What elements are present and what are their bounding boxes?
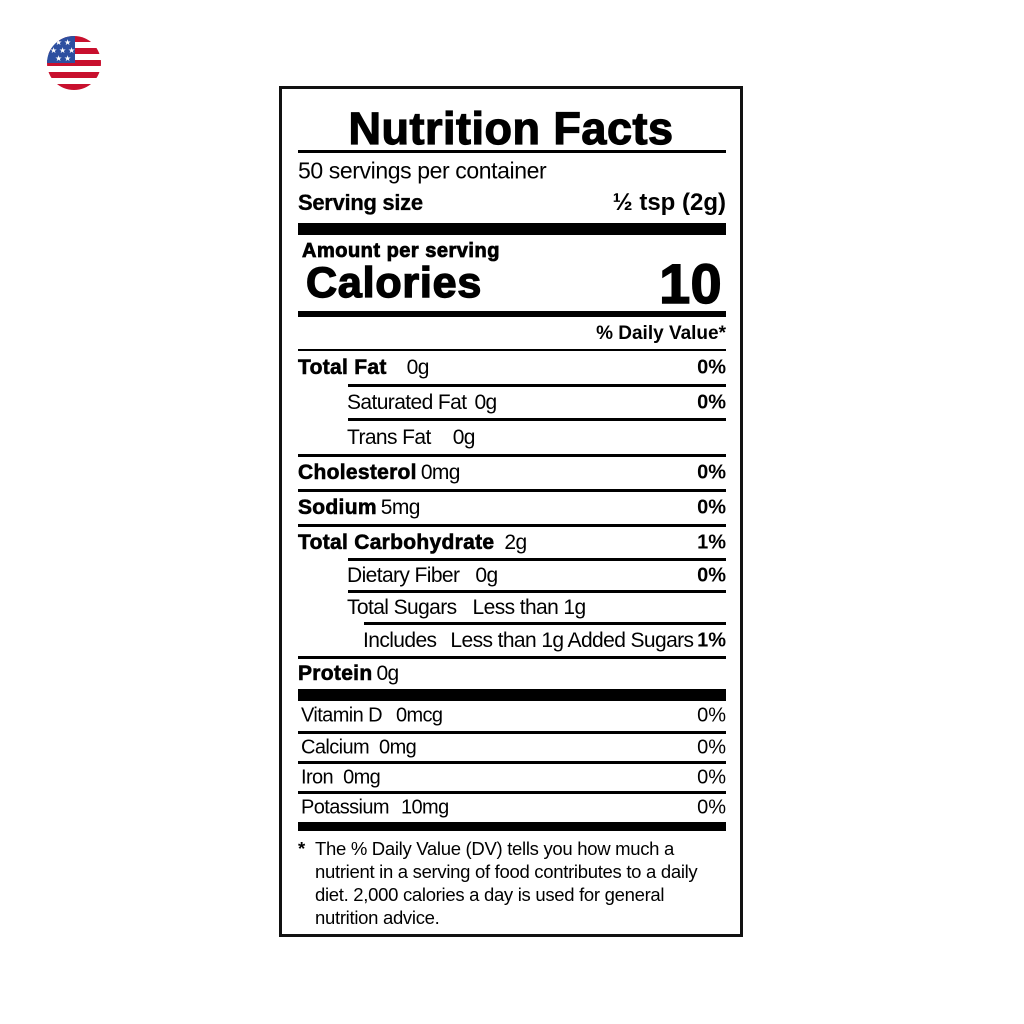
- divider: [298, 349, 726, 351]
- vitamin-dv: 0%: [697, 796, 726, 819]
- divider: [298, 150, 726, 153]
- divider: [298, 656, 726, 659]
- medium-divider: [298, 311, 726, 317]
- daily-value-header: % Daily Value*: [596, 323, 726, 344]
- servings-per-container: 50 servings per container: [298, 157, 547, 184]
- vitamin-row-vitamin-d: Vitamin D 0mcg 0%: [298, 701, 726, 731]
- divider: [364, 622, 726, 625]
- nutrient-row-total-fat: Total Fat 0g 0%: [298, 351, 726, 384]
- divider: [348, 418, 726, 421]
- divider: [348, 590, 726, 593]
- nutrient-dv: 0%: [697, 564, 726, 586]
- vitamin-dv: 0%: [697, 704, 726, 727]
- nutrient-name: Sodium: [298, 496, 377, 520]
- nutrient-name: Trans Fat: [347, 425, 431, 449]
- nutrient-amount: Less than 1g: [472, 595, 587, 619]
- nutrient-row-total-sugars: Total Sugars Less than 1g: [298, 593, 726, 622]
- divider: [298, 454, 726, 457]
- svg-text:★: ★: [64, 38, 71, 47]
- nutrient-row-sodium: Sodium 5mg 0%: [298, 492, 726, 524]
- vitamin-amount: 0mcg: [395, 704, 443, 727]
- nutrient-amount: 2g: [504, 530, 527, 554]
- serving-size-row: Serving size ½ tsp (2g): [298, 187, 726, 219]
- thick-divider: [298, 689, 726, 701]
- footnote-text: The % Daily Value (DV) tells you how muc…: [315, 838, 698, 928]
- vitamin-dv: 0%: [697, 736, 726, 758]
- svg-text:★: ★: [68, 46, 75, 55]
- nutrient-name: Protein: [298, 662, 373, 686]
- nutrient-name: Total Fat: [298, 355, 387, 379]
- nutrient-row-dietary-fiber: Dietary Fiber 0g 0%: [298, 561, 726, 590]
- nutrient-amount: 0mg: [420, 461, 461, 484]
- svg-text:★: ★: [59, 46, 66, 55]
- nutrient-amount: Less than 1g Added Sugars: [450, 628, 694, 652]
- svg-text:★: ★: [55, 38, 62, 47]
- divider: [298, 731, 726, 734]
- thick-divider: [298, 223, 726, 235]
- vitamin-name: Iron: [301, 766, 334, 788]
- nutrient-amount: 0g: [452, 425, 476, 449]
- nutrient-name: Total Carbohydrate: [298, 530, 495, 554]
- divider: [298, 791, 726, 794]
- vitamin-row-iron: Iron 0mg 0%: [298, 764, 726, 791]
- servings-row: 50 servings per container: [298, 155, 726, 187]
- nutrient-row-cholesterol: Cholesterol 0mg 0%: [298, 457, 726, 489]
- serving-size-label: Serving size: [298, 190, 423, 215]
- amount-per-serving: Amount per serving: [302, 240, 500, 263]
- vitamin-name: Potassium: [301, 796, 390, 819]
- us-flag-icon: ★ ★ ★ ★ ★ ★ ★: [47, 36, 101, 90]
- divider: [348, 384, 726, 387]
- nutrient-amount: 0g: [376, 662, 399, 685]
- nutrient-dv: 0%: [697, 391, 726, 413]
- nutrient-row-added-sugars: Includes Less than 1g Added Sugars 1%: [298, 625, 726, 656]
- nutrient-row-protein: Protein 0g: [298, 659, 726, 689]
- nutrient-dv: 0%: [697, 461, 726, 484]
- svg-text:★: ★: [55, 54, 62, 63]
- vitamin-name: Calcium: [301, 736, 370, 758]
- label-title: Nutrition Facts: [348, 102, 674, 154]
- divider: [298, 524, 726, 527]
- thick-divider: [298, 822, 726, 831]
- nutrient-dv: 0%: [697, 496, 726, 519]
- nutrient-row-total-carbohydrate: Total Carbohydrate 2g 1%: [298, 527, 726, 558]
- nutrient-row-saturated-fat: Saturated Fat 0g 0%: [298, 387, 726, 418]
- vitamin-amount: 0mg: [379, 736, 417, 758]
- footnote: * The % Daily Value (DV) tells you how m…: [298, 837, 720, 929]
- nutrient-name: Dietary Fiber: [347, 563, 460, 587]
- vitamin-dv: 0%: [697, 766, 726, 788]
- divider: [348, 558, 726, 561]
- nutrient-amount: 5mg: [380, 496, 421, 519]
- nutrient-dv: 1%: [697, 629, 726, 651]
- vitamin-amount: 10mg: [400, 796, 449, 819]
- daily-value-header-row: % Daily Value*: [298, 319, 726, 349]
- vitamin-row-potassium: Potassium 10mg 0%: [298, 794, 726, 822]
- nutrient-row-trans-fat: Trans Fat 0g: [298, 421, 726, 454]
- footnote-star: *: [298, 838, 305, 859]
- nutrient-amount: 0g: [406, 355, 430, 379]
- nutrient-dv: 1%: [697, 531, 726, 553]
- nutrient-name: Cholesterol: [298, 461, 417, 485]
- nutrient-name: Total Sugars: [347, 595, 457, 619]
- svg-text:★: ★: [64, 54, 71, 63]
- nutrient-amount: 0g: [474, 390, 497, 414]
- nutrition-facts-label: Nutrition Facts 50 servings per containe…: [279, 86, 743, 937]
- vitamin-name: Vitamin D: [301, 704, 383, 727]
- nutrient-amount: 0g: [475, 563, 498, 587]
- nutrient-dv: 0%: [697, 356, 726, 378]
- serving-size-value: ½ tsp (2g): [612, 189, 726, 216]
- vitamin-row-calcium: Calcium 0mg 0%: [298, 734, 726, 761]
- calories-label: Calories: [305, 258, 483, 307]
- divider: [298, 489, 726, 492]
- calories-value: 10: [658, 251, 722, 315]
- divider: [298, 761, 726, 764]
- svg-text:★: ★: [50, 46, 57, 55]
- nutrient-name: Includes: [363, 628, 437, 652]
- vitamin-amount: 0mg: [343, 766, 381, 788]
- nutrient-name: Saturated Fat: [347, 390, 467, 414]
